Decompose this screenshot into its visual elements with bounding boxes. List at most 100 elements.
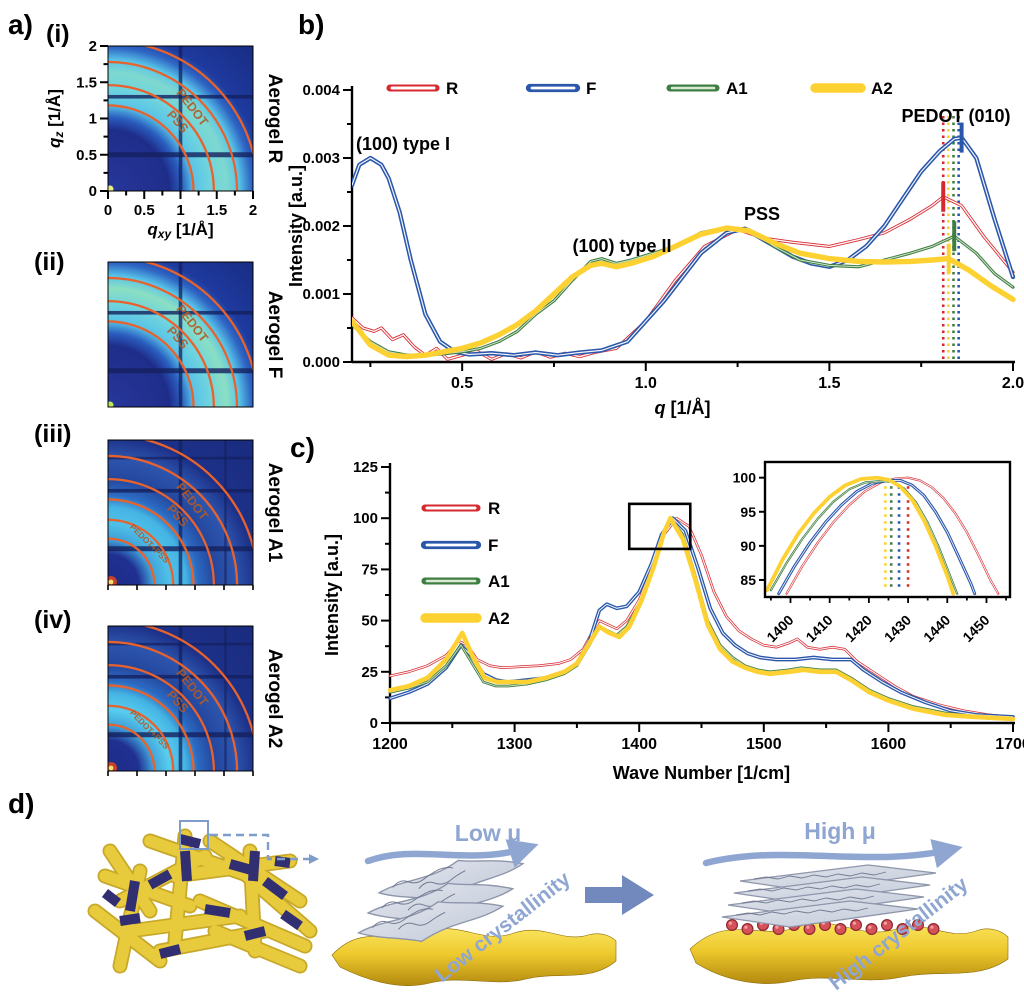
b-ytick: 0.004 (302, 82, 340, 99)
inset-ytick: 100 (733, 470, 757, 486)
legend-label-A2: A2 (488, 609, 510, 628)
series-F (352, 135, 1016, 358)
c-xtick: 1500 (746, 736, 782, 753)
series-R-core (389, 517, 1014, 718)
legend-label-A2: A2 (871, 79, 893, 98)
b-xtick: 1.5 (818, 375, 840, 392)
b-xtick: 1.0 (635, 375, 657, 392)
c-xtick: 1200 (372, 736, 408, 753)
aerogel-fiber-network-illustration (87, 828, 318, 974)
qxy-axis-label: qxy [1/Å] (147, 220, 213, 241)
transition-arrow (585, 875, 654, 915)
c-xtick: 1700 (995, 736, 1024, 753)
b-ytick: 0.003 (302, 150, 340, 167)
c-xtick: 1300 (497, 736, 533, 753)
series-A2 (387, 515, 1016, 722)
b-xtick: 2.0 (1002, 375, 1024, 392)
c-ytick: 100 (353, 510, 378, 527)
series-A2 (765, 475, 956, 596)
subpanel-label: (iii) (34, 420, 72, 448)
pedot-sheets-ordered (721, 864, 937, 928)
chart-b-giwaxs-profiles: b) 0.000 0.001 0.002 0.003 0.004 0.5 1.0 1.5 2.0 I… (286, 9, 1024, 418)
c-xtick: 1400 (621, 736, 657, 753)
c-ylabel: Intensity [a.u.] (322, 534, 342, 656)
legend-label-R: R (488, 499, 500, 518)
subpanel-label: (iv) (34, 606, 72, 634)
panel-a-label: a) (8, 9, 33, 40)
inset-xtick: 1420 (842, 612, 875, 645)
inset-xtick: 1440 (920, 612, 953, 645)
b-xlabel: q [1/Å] (655, 398, 711, 418)
series-R-core (786, 477, 999, 594)
annotation-100-type1: (100) type I (356, 134, 450, 154)
b-ylabel: Intensity [a.u.] (286, 165, 306, 287)
c-ytick: 0 (370, 715, 378, 732)
high-mu-label: High μ (804, 818, 876, 844)
pedot-sheets-disordered (356, 859, 525, 943)
low-mu-label: Low μ (455, 820, 521, 846)
sample-name: Aerogel F (264, 291, 285, 379)
panel-d-label: d) (8, 788, 34, 819)
b-ytick: 0.002 (302, 218, 340, 235)
qxy-tick-label: 1 (176, 202, 184, 219)
inset-xtick: 1400 (763, 612, 796, 645)
qz-tick-label: 1 (89, 111, 97, 128)
subpanel-label: (ii) (34, 248, 65, 276)
high-crystallinity-illustration: High μ High crystallinity (689, 818, 1009, 993)
zoom-region-box (179, 820, 209, 850)
qz-axis-label: qz [1/Å] (45, 89, 66, 148)
series-A2 (352, 225, 1016, 360)
series-A1-core (770, 480, 958, 594)
zoom-connector-dashed-arrow (210, 833, 320, 865)
high-mobility-arrow (702, 839, 963, 869)
annotation-100-type2: (100) type II (572, 236, 671, 256)
series-A1 (352, 225, 1015, 357)
legend-label-A1: A1 (726, 79, 748, 98)
legend-label-R: R (446, 79, 458, 98)
inset-source-box (627, 502, 692, 551)
inset-ytick: 95 (740, 504, 756, 520)
c-ytick: 75 (361, 561, 378, 578)
qxy-tick-label: 1.5 (206, 202, 227, 219)
qz-tick-label: 2 (89, 38, 97, 55)
inset-plot (765, 475, 1000, 596)
inset-border (763, 460, 1012, 599)
annotation-pedot-010: PEDOT (010) (901, 106, 1010, 126)
b-ytick: 0.001 (302, 286, 340, 303)
qz-tick-label: 0 (89, 183, 97, 200)
qz-tick-label: 1.5 (76, 74, 97, 91)
sample-name: Aerogel R (264, 74, 285, 164)
series-A1-core (352, 226, 1014, 356)
qxy-tick-label: 0 (104, 202, 112, 219)
series-F-core (352, 136, 1014, 356)
legend-label-F: F (586, 79, 596, 98)
inset-xtick: 1410 (802, 612, 835, 645)
low-mobility-arrow (364, 839, 539, 868)
inset-xtick: 1450 (959, 612, 992, 645)
c-ytick: 50 (361, 613, 378, 630)
qxy-tick-label: 0.5 (134, 202, 155, 219)
c-ytick: 125 (353, 459, 378, 476)
chart-c-raman-spectra: c) 0 25 50 75 100 125 1200 1300 1400 1500 1600 1700 I… (290, 432, 1024, 783)
inset-ytick: 90 (740, 538, 756, 554)
subpanel-label: (i) (46, 20, 70, 48)
annotation-pss: PSS (744, 204, 780, 224)
c-ytick: 25 (361, 664, 378, 681)
panel-d-schematic: d) Low μ Low crystallinity High μ High c… (8, 788, 1009, 993)
legend-label-A1: A1 (488, 572, 510, 591)
legend-label-F: F (488, 536, 498, 555)
low-crystallinity-illustration: Low μ Low crystallinity (331, 820, 617, 987)
b-xtick: 0.5 (451, 375, 473, 392)
qz-tick-label: 0.5 (76, 147, 97, 164)
qxy-tick-label: 2 (249, 202, 257, 219)
c-xtick: 1600 (871, 736, 907, 753)
panel-b-label: b) (298, 9, 324, 40)
inset-ytick: 85 (740, 572, 756, 588)
sample-name: Aerogel A1 (264, 463, 285, 563)
b-ytick: 0.000 (302, 354, 340, 371)
c-xlabel: Wave Number [1/cm] (613, 763, 790, 783)
